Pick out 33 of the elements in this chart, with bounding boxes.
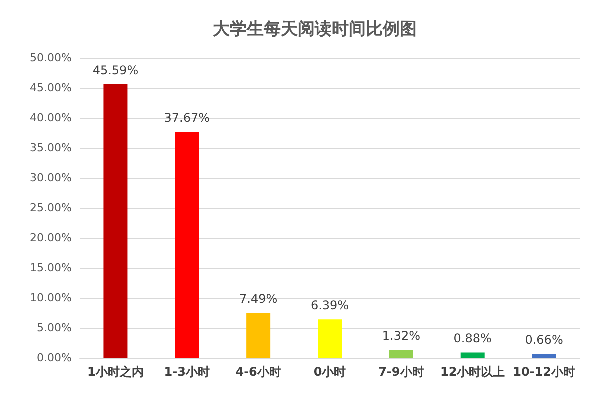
x-tick-label: 12小时以上	[440, 365, 506, 379]
y-tick-label: 15.00%	[30, 262, 72, 274]
y-tick-label: 50.00%	[30, 52, 72, 64]
bar	[246, 313, 271, 358]
x-tick-label: 1小时之内	[88, 365, 144, 379]
x-tick-label: 0小时	[314, 365, 346, 379]
x-tick-label: 1-3小时	[164, 365, 210, 379]
data-label: 37.67%	[164, 110, 210, 125]
y-tick-label: 25.00%	[30, 202, 72, 214]
y-tick-label: 20.00%	[30, 232, 72, 244]
y-tick-label: 45.00%	[30, 82, 72, 94]
data-label: 45.59%	[92, 63, 139, 78]
data-label: 7.49%	[240, 292, 278, 306]
y-tick-label: 10.00%	[30, 292, 72, 304]
data-label: 0.66%	[525, 333, 564, 348]
data-label: 1.32%	[382, 329, 420, 344]
chart-title: 大学生每天阅读时间比例图	[213, 20, 417, 40]
x-tick-label: 4-6小时	[236, 365, 282, 379]
data-label: 6.39%	[310, 298, 350, 313]
y-tick-label: 5.00%	[37, 322, 72, 334]
bar	[389, 350, 414, 358]
y-tick-label: 30.00%	[30, 172, 72, 184]
bar	[460, 352, 485, 358]
bar	[175, 132, 200, 358]
bar	[318, 320, 342, 358]
x-tick-label: 7-9小时	[378, 365, 424, 379]
x-tick-label: 10-12小时	[513, 365, 576, 379]
bar	[532, 354, 556, 358]
data-label: 0.88%	[454, 332, 492, 346]
y-tick-label: 40.00%	[30, 112, 72, 124]
bar	[104, 84, 128, 358]
y-tick-label: 0.00%	[37, 352, 72, 364]
y-tick-label: 35.00%	[30, 142, 72, 154]
